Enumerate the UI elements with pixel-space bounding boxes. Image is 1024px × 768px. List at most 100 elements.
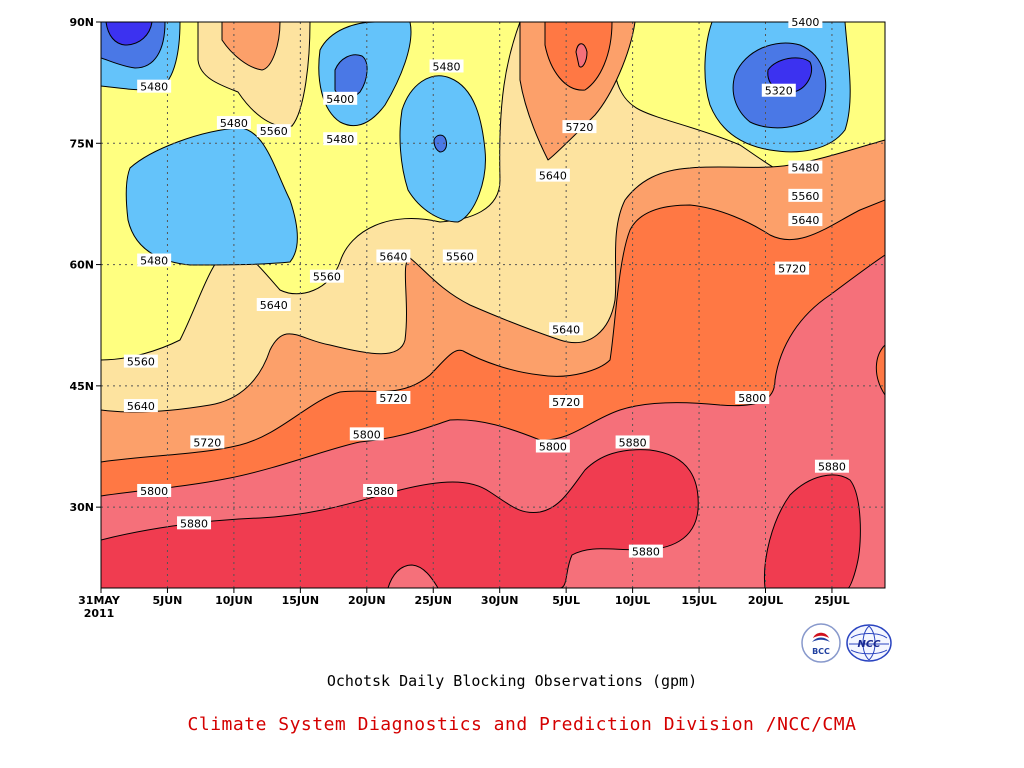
plot-frame [100,21,886,589]
contour-label-text: 5400 [791,16,819,29]
contour-label-bg [562,120,597,134]
contour-label-bg [309,269,344,283]
contour-label-bg [216,116,251,130]
contour-label: 5880 [814,459,849,474]
contour-label: 5720 [190,435,225,449]
contour-label-bg [628,544,663,558]
contour-label-bg [190,435,225,449]
contour-label-bg [549,322,584,336]
fill-gt5880-east [764,474,861,588]
contour-label: 5880 [628,544,663,559]
contour-label-text: 5560 [313,271,341,284]
contour-label-text: 5720 [565,121,593,134]
contour-label: 5480 [429,59,464,73]
contour-label-text: 5640 [379,250,407,263]
x-tick-label: 20JUN [348,594,386,607]
contour-label-bg [775,261,810,275]
y-tick-label: 45N [69,380,94,393]
contour-label-text: 5800 [140,485,168,498]
contour-label-bg [761,83,796,97]
contour-label-text: 5480 [433,60,461,73]
organization-caption: Climate System Diagnostics and Predictio… [187,714,857,735]
contour-label-bg [349,427,384,441]
contour-label: 5720 [562,120,597,134]
y-tick-label: 90N [69,16,94,29]
contour-label-text: 5640 [552,323,580,336]
contour-label-bg [256,298,291,311]
contour-label: 5640 [376,249,411,263]
contour-label-text: 5880 [366,485,394,498]
contour-label: 5560 [123,354,158,369]
contour-label-bg [137,253,172,267]
contour-label: 5560 [442,249,477,263]
contour-label-text: 5720 [552,396,580,409]
contour-label-bg [615,435,650,449]
contour-label: 5880 [615,435,650,449]
contour-label-bg [256,124,291,138]
contour-label-text: 5560 [791,190,819,203]
contour-label-text: 5880 [180,517,208,530]
contour-label-text: 5800 [353,428,381,441]
contour-label-text: 5640 [127,400,155,413]
fill-gt5880 [101,449,699,588]
fill-5800-5880-bottom [387,564,439,588]
bcc-logo: BCC [801,623,841,663]
x-tick-label-year: 2011 [84,607,115,620]
contour-label-text: 5560 [446,250,474,263]
contour-label-bg [788,160,823,174]
contour-label-bg [535,168,570,182]
contour-label: 5480 [216,116,251,130]
contour-label: 5720 [376,390,411,405]
contour-label-bg [376,390,411,404]
contour-label: 5640 [549,322,584,336]
x-tick-label: 25JUN [414,594,452,607]
contour-label-text: 5720 [778,263,806,276]
contour-label-text: 5800 [738,392,766,405]
contour-label: 5800 [137,483,172,498]
contour-label-text: 5880 [619,436,647,449]
x-tick-label: 5JUL [552,594,580,607]
contour-label: 5640 [535,168,570,183]
x-tick-label: 15JUN [282,594,320,607]
contour-label: 5640 [788,213,823,227]
contour-label: 5480 [137,79,172,94]
contour-label-bg [788,188,823,202]
contour-label-bg [814,459,849,473]
contour-label: 5800 [535,439,570,454]
contour-label-bg [323,91,358,105]
contour-label: 5560 [256,124,291,138]
grid [101,22,885,588]
fill-5560-5640-north-a [197,22,311,127]
contour-label: 5400 [788,15,823,29]
contour-label-text: 5640 [791,214,819,227]
contour-label-text: 5480 [140,255,168,268]
contour-label: 5880 [177,516,212,530]
contour-label-bg [535,439,570,453]
contour-labels: 5480 5480 5560 5400 5480 5480 5720 5640 5400 5320… [123,15,849,559]
contour-label-bg [442,249,477,263]
contour-label: 5640 [256,298,291,312]
x-tick-label: 20JUL [748,594,783,607]
contour-label-bg [137,483,172,497]
x-tick-label: 10JUN [215,594,253,607]
contour-label-text: 5560 [127,356,155,369]
contour-label-bg [788,15,823,28]
contour-label: 5880 [363,483,398,498]
x-tick-label: 5JUN [153,594,183,607]
chart-caption: Ochotsk Daily Blocking Observations (gpm… [326,672,698,690]
x-tick-label: 10JUL [615,594,650,607]
contour-label: 5720 [549,395,584,409]
x-tick-label: 31MAY [78,594,121,607]
contour-label-text: 5720 [379,392,407,405]
contour-label: 5640 [123,399,158,413]
fill-lt5320-a [105,22,153,46]
contour-label: 5320 [761,83,796,98]
fill-5320-5400-d [433,134,447,153]
contour-label-bg [735,390,770,404]
contour-label: 5800 [735,390,770,405]
ncc-logo: NCC [846,624,892,662]
contour-label: 5480 [137,253,172,268]
fill-5800-5880-north-b [575,43,588,68]
contour-label-bg [323,132,358,146]
